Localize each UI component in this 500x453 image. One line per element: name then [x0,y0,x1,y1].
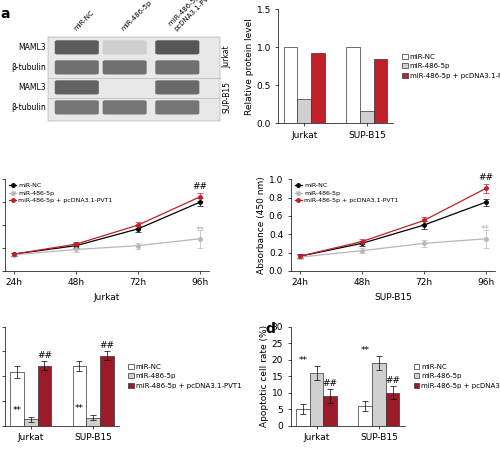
Text: ##: ## [100,341,114,350]
Bar [298,99,311,123]
FancyBboxPatch shape [55,80,99,95]
Bar [386,393,400,426]
FancyBboxPatch shape [55,100,99,115]
Bar [38,366,52,426]
Text: **: ** [12,406,22,415]
Y-axis label: Relative protein level: Relative protein level [244,18,254,115]
FancyBboxPatch shape [102,40,146,54]
Y-axis label: Apoptotic cell rate (%): Apoptotic cell rate (%) [260,325,269,427]
Text: a: a [0,7,10,21]
Legend: miR-NC, miR-486-5p, miR-486-5p + pcDNA3.1-PVT1: miR-NC, miR-486-5p, miR-486-5p + pcDNA3.… [294,183,399,203]
Text: **: ** [481,225,490,234]
FancyBboxPatch shape [48,37,220,121]
Bar [324,396,337,426]
Text: miR-NC: miR-NC [72,10,95,32]
Text: β-tubulin: β-tubulin [11,63,46,72]
Bar [72,366,86,426]
Bar [296,410,310,426]
Text: **: ** [196,226,204,235]
Legend: miR-NC, miR-486-5p, miR-486-5p + pcDNA3.1-PVT1: miR-NC, miR-486-5p, miR-486-5p + pcDNA3.… [402,53,500,79]
Text: d: d [266,322,276,336]
X-axis label: Jurkat: Jurkat [94,293,120,302]
Bar [374,58,388,123]
Text: miR-486-5p: miR-486-5p [120,0,153,32]
Legend: miR-NC, miR-486-5p, miR-486-5p + pcDNA3.1-PVT1: miR-NC, miR-486-5p, miR-486-5p + pcDNA3.… [8,183,113,203]
Text: Jurkat: Jurkat [223,46,232,68]
Legend: miR-NC, miR-486-5p, miR-486-5p + pcDNA3.1-PVT1: miR-NC, miR-486-5p, miR-486-5p + pcDNA3.… [413,363,500,390]
FancyBboxPatch shape [102,100,146,115]
Text: ##: ## [323,379,338,388]
FancyBboxPatch shape [55,40,99,54]
Bar [10,372,24,426]
Text: MAML3: MAML3 [18,43,46,52]
FancyBboxPatch shape [102,80,146,95]
Text: **: ** [75,405,84,414]
Text: **: ** [360,346,370,355]
FancyBboxPatch shape [156,60,200,74]
Bar [372,363,386,426]
Bar [100,356,114,426]
Text: β-tubulin: β-tubulin [11,103,46,112]
Bar [360,111,374,123]
Y-axis label: Absorbance (450 nm): Absorbance (450 nm) [257,176,266,274]
Bar [358,406,372,426]
Bar [311,53,325,123]
Bar [284,47,298,123]
FancyBboxPatch shape [156,80,200,95]
X-axis label: SUP-B15: SUP-B15 [374,293,412,302]
Text: ##: ## [478,173,493,182]
Text: MAML3: MAML3 [18,83,46,92]
Bar [86,418,100,426]
FancyBboxPatch shape [55,60,99,74]
FancyBboxPatch shape [156,100,200,115]
Bar [24,419,38,426]
Bar [310,373,324,426]
Text: **: ** [298,356,308,365]
Text: ##: ## [192,182,208,191]
Text: miR-486-5p +
pcDNA3.1-PVT1: miR-486-5p + pcDNA3.1-PVT1 [168,0,216,32]
Text: ##: ## [37,351,52,360]
Legend: miR-NC, miR-486-5p, miR-486-5p + pcDNA3.1-PVT1: miR-NC, miR-486-5p, miR-486-5p + pcDNA3.… [128,363,242,390]
Bar [346,47,360,123]
Text: SUP-B15: SUP-B15 [223,81,232,113]
Text: ##: ## [385,376,400,385]
FancyBboxPatch shape [102,60,146,74]
FancyBboxPatch shape [156,40,200,54]
